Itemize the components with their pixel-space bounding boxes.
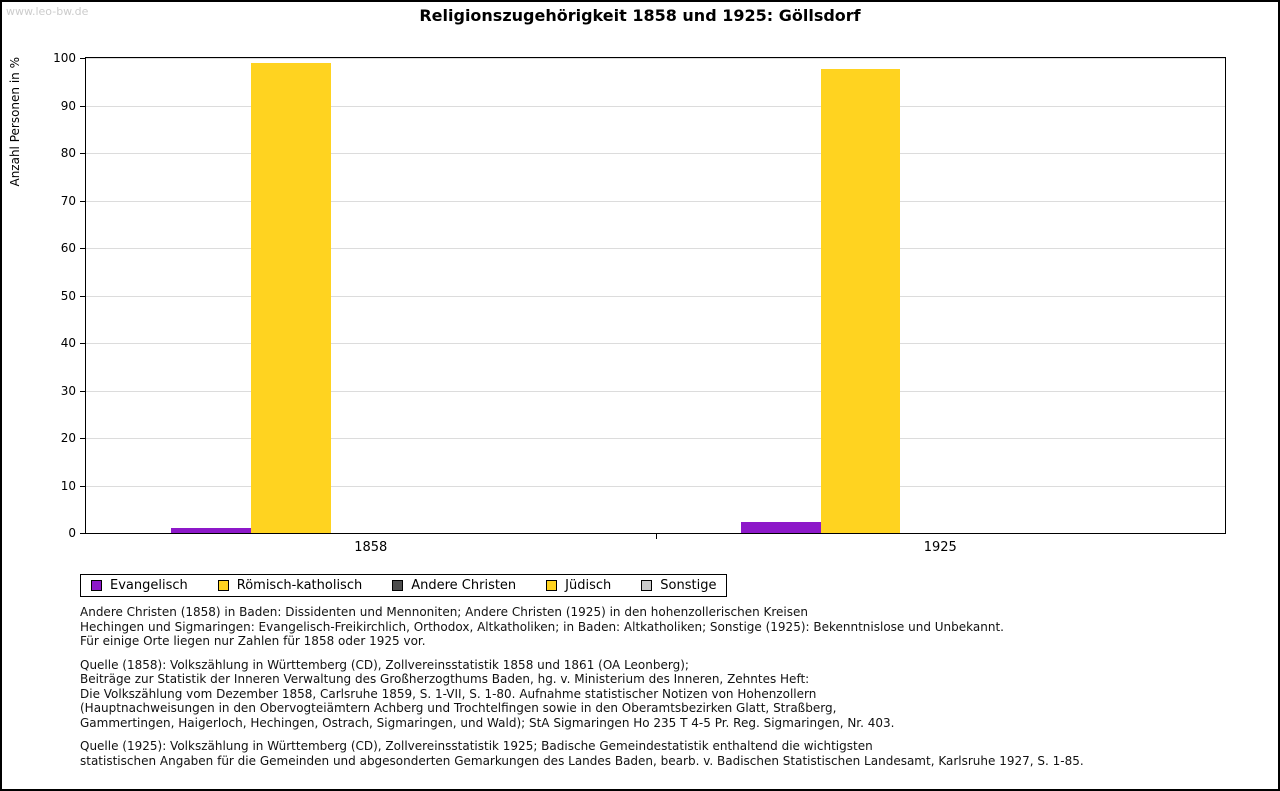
footnote-line: Die Volkszählung vom Dezember 1858, Carl… [80,686,817,701]
y-tick-label: 100 [53,51,76,65]
legend-label: Römisch-katholisch [236,578,363,593]
footnote-line: Andere Christen (1858) in Baden: Disside… [80,605,808,619]
chart-title: Religionszugehörigkeit 1858 und 1925: Gö… [419,6,861,25]
gridline [86,248,1225,249]
bar-evangelisch-1925 [740,522,821,533]
legend-swatch [217,580,229,591]
y-tick-label: 30 [60,383,76,398]
gridline [86,438,1225,439]
y-tick-label: 40 [60,336,76,350]
y-axis: 0 10 20 30 40 50 60 70 80 90 100 [2,51,85,540]
legend-swatch [641,580,653,591]
footnote-paragraph: Quelle (1858): Volkszählung in Württembe… [80,658,1084,731]
y-tick-label: 0 [68,526,76,540]
x-category-label: 1925 [923,540,957,555]
legend-item-judisch: Jüdisch [546,578,611,593]
footnotes: Andere Christen (1858) in Baden: Disside… [80,605,1084,777]
x-axis: 1858 1925 [86,534,1225,558]
bar-romisch-katholisch-1925 [820,69,901,533]
gridline [86,153,1225,154]
footnote-line: Quelle (1925): Volkszählung in Württembe… [80,739,873,753]
y-tick-mark [80,153,85,154]
footnote-paragraph: Andere Christen (1858) in Baden: Disside… [80,605,1084,649]
gridline [86,390,1225,392]
y-tick-mark [80,390,85,392]
x-category-label: 1858 [354,540,388,555]
footnote-line: Für einige Orte liegen nur Zahlen für 18… [80,634,426,648]
gridline [86,485,1225,487]
y-tick-mark [80,343,85,344]
y-tick-mark [80,58,85,59]
legend-item-sonstige: Sonstige [641,578,716,593]
footnote-line: Beiträge zur Statistik der Inneren Verwa… [80,672,810,686]
y-tick-label: 20 [60,431,76,445]
y-tick-mark [80,295,85,297]
legend-item-evangelisch: Evangelisch [91,578,188,593]
y-tick-mark [80,200,85,202]
y-tick-label: 50 [60,288,76,303]
footnote-paragraph: Quelle (1925): Volkszählung in Württembe… [80,739,1084,768]
y-tick-mark [80,485,85,487]
gridline [86,200,1225,202]
legend-label: Sonstige [660,578,717,593]
y-tick-mark [80,248,85,249]
y-tick-mark [80,438,85,439]
gridline [86,343,1225,344]
legend-item-andere-christen: Andere Christen [392,578,516,593]
y-tick-label: 80 [60,146,76,160]
bar-romisch-katholisch-1858 [251,62,331,533]
y-tick-mark [80,105,85,107]
footnote-line: Quelle (1858): Volkszählung in Württembe… [80,657,689,672]
legend-swatch [91,580,102,591]
legend-label: Andere Christen [411,578,517,593]
footnote-line: statistischen Angaben für die Gemeinden … [80,753,1084,768]
plot-area [85,57,1226,534]
legend-item-romisch-katholisch: Römisch-katholisch [217,578,363,593]
legend-label: Jüdisch [565,578,612,593]
y-tick-label: 10 [60,478,76,493]
legend: Evangelisch Römisch-katholisch Andere Chri… [80,574,728,597]
x-tick-mark [655,534,657,539]
footnote-line: Hechingen und Sigmaringen: Evangelisch-F… [80,619,1004,634]
legend-swatch [546,580,558,591]
site-watermark: www.leo-bw.de [6,5,89,18]
legend-label: Evangelisch [110,578,188,593]
footnote-line: Gammertingen, Haigerloch, Hechingen, Ost… [80,715,895,730]
gridline [86,295,1225,297]
gridline [86,58,1225,59]
footnote-line: (Hauptnachweisungen in den Obervogteiämt… [80,701,837,715]
y-tick-label: 60 [60,241,76,255]
bar-evangelisch-1858 [171,528,252,533]
gridline [86,105,1225,107]
y-tick-label: 90 [60,98,76,113]
y-tick-mark [80,533,85,534]
legend-swatch [392,580,404,591]
y-tick-label: 70 [60,193,76,208]
